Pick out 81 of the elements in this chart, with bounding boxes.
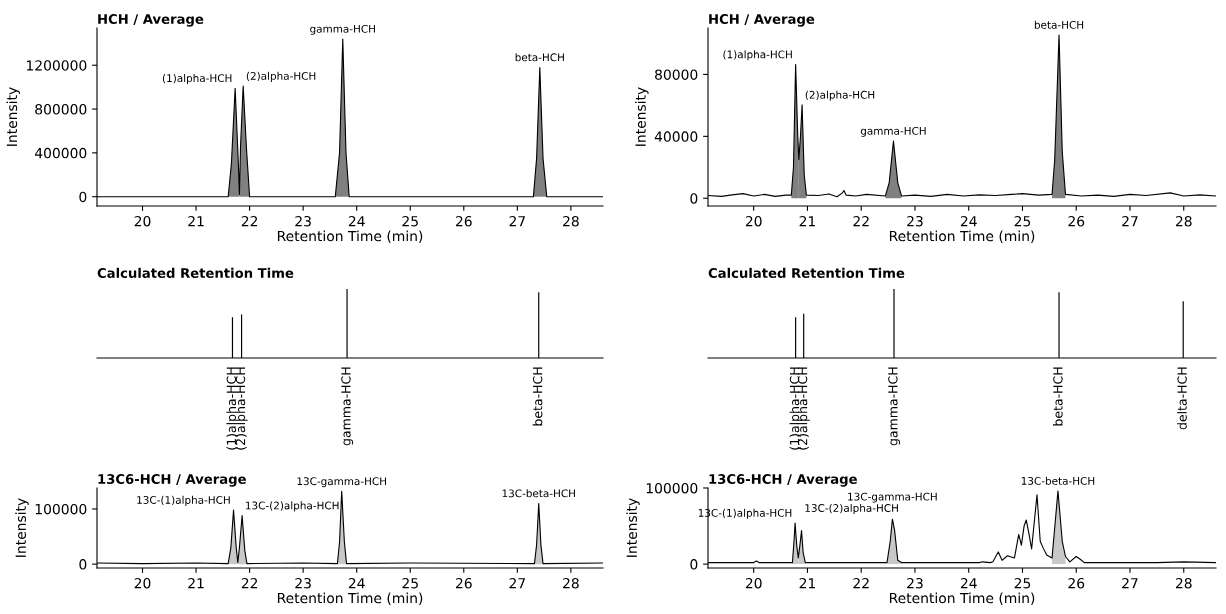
y-tick-label: 800000 [35,104,87,115]
chart-title: 13C6-HCH / Average [709,474,857,487]
x-tick-label: 20 [134,577,151,589]
x-tick-label: 24 [960,577,977,589]
y-tick-label: 1200000 [26,60,87,71]
chart-title: Calculated Retention Time [708,267,905,279]
x-tick-label: 20 [745,215,762,227]
x-tick-label: 28 [563,215,579,227]
x-tick-label: 20 [745,577,762,589]
x-tick-label: 21 [799,577,815,589]
y-tick-label: 0 [690,559,698,570]
x-tick-label: 22 [853,577,869,589]
x-tick-label: 27 [509,215,525,227]
annotation: delta-HCH [1177,367,1187,430]
chart-title: 13C6-HCH / Average [98,474,246,487]
x-tick-label: 22 [241,215,258,227]
chart-title: Calculated Retention Time [97,267,294,279]
x-tick-label: 22 [853,215,869,227]
y-tick-label: 0 [79,191,87,203]
annotation: 13C-(1)alpha-HCH [137,495,230,506]
x-tick-label: 27 [1122,577,1138,589]
y-tick-label: 100000 [646,482,698,494]
x-tick-label: 25 [402,577,418,589]
annotation: gamma-HCH [888,367,901,446]
x-tick-label: 23 [907,577,923,589]
x-tick-label: 23 [907,215,923,227]
annotation: beta-HCH [532,367,543,426]
x-tick-label: 25 [1014,215,1031,227]
chart-title: HCH / Average [709,14,815,27]
x-tick-label: 21 [799,215,815,227]
y-axis-title: Intensity [626,498,640,557]
annotation: gamma-HCH [860,126,926,137]
x-tick-label: 25 [402,215,418,227]
x-tick-label: 24 [960,215,977,227]
x-tick-label: 24 [348,577,365,589]
x-tick-label: 28 [1175,215,1192,227]
annotation: beta-HCH [1052,367,1063,426]
annotation: (2)alpha-HCH [805,90,875,101]
x-tick-label: 26 [455,577,472,589]
x-tick-label: 26 [1068,577,1085,589]
annotation: beta-HCH [1034,20,1084,29]
y-tick-label: 80000 [655,69,698,80]
annotation: gamma-HCH [341,367,354,446]
x-tick-label: 21 [188,215,204,227]
x-tick-label: 20 [134,215,151,227]
annotation: (2)alpha-HCH [246,71,316,82]
annotation: 13C-gamma-HCH [848,492,937,503]
x-tick-label: 28 [1175,577,1192,589]
x-tick-label: 23 [295,215,311,227]
x-axis-title: Retention Time (min) [889,230,1035,243]
x-axis-title: Retention Time (min) [889,592,1035,605]
x-tick-label: 26 [1068,215,1085,227]
x-tick-label: 24 [348,215,365,227]
x-tick-label: 27 [509,577,525,589]
y-axis-title: Intensity [635,87,649,146]
y-tick-label: 100000 [35,503,87,515]
annotation: 13C-gamma-HCH [297,477,387,488]
x-tick-label: 28 [563,577,579,589]
annotation: (1)alpha-HCH [162,74,232,85]
annotation: 13C-beta-HCH [502,489,575,498]
x-tick-label: 23 [295,577,311,589]
annotation: beta-HCH [515,53,564,62]
x-tick-label: 26 [455,215,472,227]
annotation: (1)alpha-HCH [723,50,792,61]
y-tick-label: 0 [690,193,698,204]
annotation: 13C-(2)alpha-HCH [805,503,898,514]
x-tick-label: 22 [241,577,258,589]
y-tick-label: 40000 [654,131,698,142]
x-axis-title: Retention Time (min) [277,592,423,605]
x-axis-title: Retention Time (min) [277,230,423,243]
x-tick-label: 21 [188,577,204,589]
y-axis-title: Intensity [15,498,29,557]
x-tick-label: 25 [1014,577,1031,589]
annotation: 13C-(2)alpha-HCH [246,501,339,512]
annotation: 13C-beta-HCH [1021,476,1095,485]
x-tick-label: 27 [1122,215,1138,227]
chart-title: HCH / Average [98,14,204,27]
y-tick-label: 0 [79,559,87,570]
y-tick-label: 400000 [34,147,87,159]
y-axis-title: Intensity [6,87,20,146]
annotation: gamma-HCH [310,24,375,35]
